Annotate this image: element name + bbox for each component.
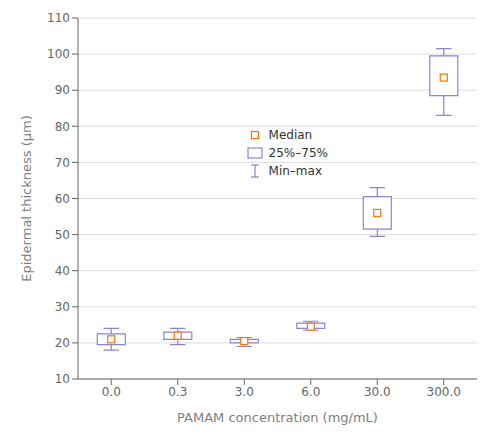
html-text:25%–75%: 25%–75% xyxy=(268,146,328,161)
svg-text:90: 90 xyxy=(55,83,70,97)
svg-text:0.3: 0.3 xyxy=(168,385,187,399)
svg-text:0.0: 0.0 xyxy=(102,385,121,399)
svg-text:6.0: 6.0 xyxy=(301,385,320,399)
svg-text:100: 100 xyxy=(47,47,70,61)
html-text:Median: Median xyxy=(268,128,313,143)
svg-text:80: 80 xyxy=(55,120,70,134)
svg-text:70: 70 xyxy=(55,156,70,170)
svg-text:30.0: 30.0 xyxy=(364,385,391,399)
svg-text:10: 10 xyxy=(55,372,70,386)
svg-text:Epidermal thickness (μm): Epidermal thickness (μm) xyxy=(19,115,34,281)
svg-text:60: 60 xyxy=(55,192,70,206)
svg-text:20: 20 xyxy=(55,336,70,350)
svg-text:40: 40 xyxy=(55,264,70,278)
html-text:Min–max: Min–max xyxy=(268,164,322,179)
svg-text:110: 110 xyxy=(47,11,70,25)
svg-text:PAMAM concentration (mg/mL): PAMAM concentration (mg/mL) xyxy=(177,410,378,425)
svg-text:50: 50 xyxy=(55,228,70,242)
svg-text:30: 30 xyxy=(55,300,70,314)
svg-text:300.0: 300.0 xyxy=(427,385,461,399)
svg-text:3.0: 3.0 xyxy=(235,385,254,399)
